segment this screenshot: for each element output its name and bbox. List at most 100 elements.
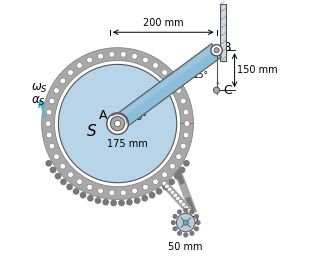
Circle shape (54, 88, 59, 93)
Circle shape (156, 188, 162, 195)
Circle shape (46, 132, 52, 138)
Circle shape (143, 184, 148, 190)
Circle shape (87, 184, 92, 190)
Circle shape (68, 70, 73, 75)
Circle shape (180, 143, 186, 149)
Circle shape (115, 120, 121, 127)
Text: D: D (189, 216, 198, 225)
Polygon shape (42, 48, 193, 199)
Circle shape (153, 179, 158, 185)
Text: A: A (99, 109, 108, 122)
Circle shape (45, 160, 52, 167)
Circle shape (153, 63, 158, 68)
Circle shape (118, 200, 125, 206)
Circle shape (110, 116, 125, 131)
Circle shape (177, 231, 182, 236)
Circle shape (73, 188, 79, 195)
Circle shape (126, 199, 133, 205)
Circle shape (184, 205, 188, 210)
Circle shape (49, 143, 55, 149)
Circle shape (60, 178, 67, 185)
Circle shape (50, 167, 56, 173)
Circle shape (162, 184, 169, 190)
Circle shape (77, 63, 83, 68)
Circle shape (80, 192, 86, 199)
Circle shape (183, 160, 190, 167)
Circle shape (54, 154, 59, 159)
Text: 175 mm: 175 mm (108, 139, 148, 149)
FancyBboxPatch shape (220, 4, 226, 61)
Circle shape (179, 167, 185, 173)
Circle shape (177, 209, 182, 214)
Circle shape (77, 179, 83, 185)
Circle shape (109, 51, 115, 57)
Circle shape (176, 88, 181, 93)
Circle shape (107, 113, 128, 134)
Text: 15°: 15° (193, 71, 209, 80)
Text: B: B (223, 41, 232, 54)
Circle shape (143, 57, 148, 63)
Circle shape (58, 64, 177, 183)
Circle shape (183, 232, 188, 238)
Circle shape (66, 184, 73, 190)
Circle shape (87, 57, 92, 63)
Circle shape (214, 48, 219, 53)
Circle shape (109, 190, 115, 196)
Circle shape (55, 173, 61, 179)
Circle shape (132, 188, 137, 194)
Polygon shape (113, 44, 221, 130)
Circle shape (60, 163, 66, 169)
Circle shape (132, 53, 137, 59)
Text: 50 mm: 50 mm (168, 242, 203, 252)
Circle shape (172, 226, 178, 231)
Circle shape (134, 197, 140, 204)
Circle shape (120, 51, 126, 57)
Circle shape (95, 197, 101, 204)
Circle shape (170, 190, 175, 195)
Circle shape (176, 196, 180, 201)
Circle shape (45, 121, 51, 126)
Circle shape (149, 192, 156, 199)
Circle shape (183, 220, 188, 225)
Circle shape (87, 195, 94, 202)
Circle shape (194, 226, 199, 231)
Polygon shape (114, 45, 216, 122)
Text: 200 mm: 200 mm (143, 18, 184, 28)
Circle shape (167, 187, 172, 192)
Circle shape (170, 163, 175, 169)
Circle shape (181, 202, 186, 207)
Text: $\omega_S$: $\omega_S$ (31, 82, 48, 95)
Circle shape (189, 231, 195, 236)
Text: $\alpha_S$: $\alpha_S$ (31, 95, 46, 108)
Circle shape (180, 98, 186, 104)
Circle shape (162, 70, 167, 75)
Text: S: S (87, 124, 97, 139)
Circle shape (183, 109, 189, 115)
Circle shape (187, 208, 191, 213)
Circle shape (194, 214, 199, 219)
Circle shape (183, 208, 188, 213)
Text: 150 mm: 150 mm (237, 65, 278, 75)
Circle shape (171, 220, 176, 225)
Circle shape (168, 178, 175, 185)
Circle shape (183, 132, 189, 138)
Circle shape (98, 53, 103, 59)
Circle shape (68, 172, 73, 178)
Circle shape (120, 190, 126, 196)
Circle shape (189, 209, 195, 214)
Circle shape (102, 199, 109, 205)
Circle shape (98, 188, 103, 194)
Circle shape (174, 173, 180, 179)
Circle shape (162, 181, 167, 186)
Circle shape (170, 78, 175, 84)
Circle shape (141, 195, 148, 202)
Circle shape (60, 78, 66, 84)
Circle shape (165, 184, 169, 189)
Text: 130°: 130° (126, 113, 148, 121)
Circle shape (46, 109, 52, 115)
Text: C: C (223, 84, 232, 97)
Circle shape (162, 172, 167, 178)
Circle shape (49, 98, 55, 104)
Circle shape (176, 154, 181, 159)
Circle shape (173, 193, 178, 198)
